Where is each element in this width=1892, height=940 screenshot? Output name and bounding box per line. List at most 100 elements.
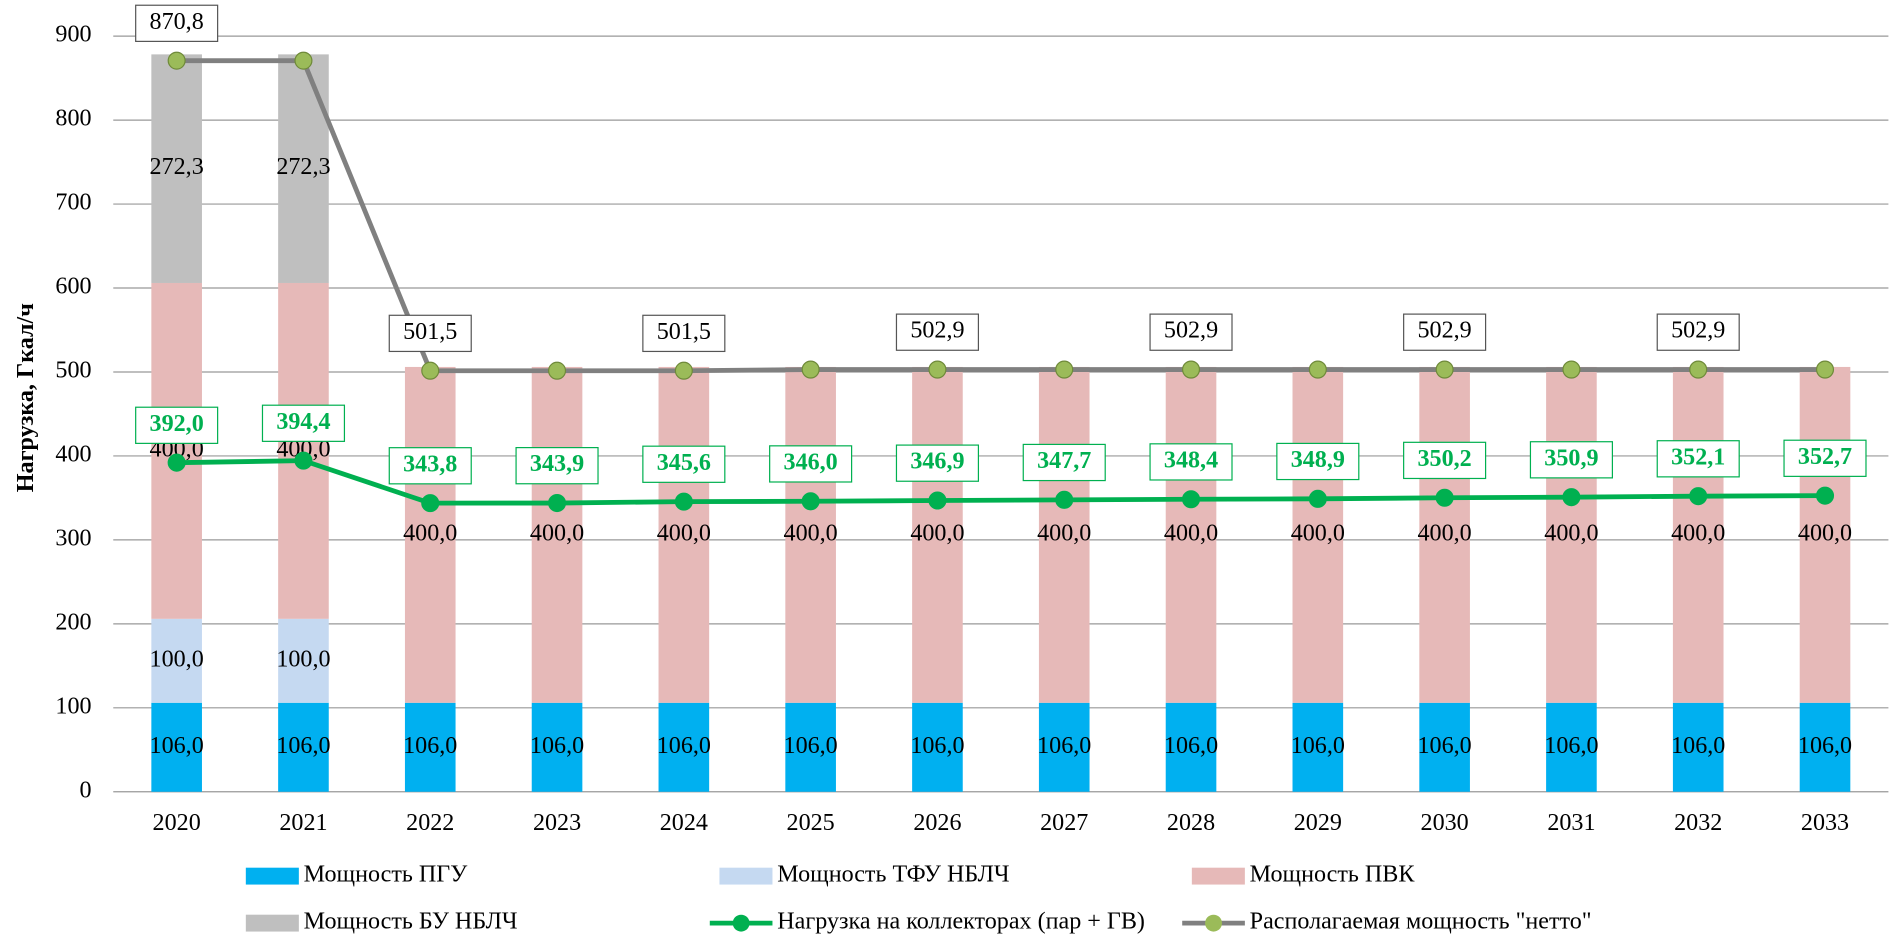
legend-swatch: [1191, 867, 1245, 885]
legend-label: Располагаемая мощность "нетто": [1250, 909, 1592, 935]
line-marker: [1308, 360, 1327, 379]
data-label-box: [1403, 441, 1487, 480]
data-label-box: [515, 447, 599, 485]
data-label: 272,3: [150, 154, 204, 180]
data-label-box: [642, 445, 726, 483]
bar-segment: [658, 366, 710, 703]
bar-segment: [1546, 366, 1597, 703]
legend-swatch: [245, 867, 299, 885]
y-tick-label: 700: [55, 190, 91, 216]
data-label-box: [1403, 313, 1487, 351]
y-tick-label: 400: [55, 441, 91, 467]
data-label-box: [135, 406, 219, 444]
legend-swatch: [245, 914, 299, 932]
line-marker: [1562, 360, 1581, 379]
line: [176, 58, 1826, 374]
data-label-box: [642, 314, 726, 353]
data-label: 348,9: [1291, 447, 1345, 473]
x-tick-label: 2021: [279, 810, 327, 836]
data-label-box: [1783, 439, 1867, 477]
bar-segment: [1038, 702, 1090, 792]
data-label: 400,0: [530, 520, 584, 546]
data-label: 106,0: [1164, 733, 1218, 759]
line-marker: [801, 360, 820, 379]
data-label: 502,9: [1671, 318, 1725, 344]
data-label: 347,7: [1037, 448, 1091, 474]
data-label: 106,0: [910, 733, 964, 759]
data-label: 106,0: [1418, 733, 1472, 759]
legend-label: Нагрузка на коллекторах (пар + ГВ): [777, 909, 1145, 935]
legend-label: Мощность ПВК: [1250, 862, 1416, 888]
y-tick-label: 0: [80, 777, 92, 803]
bar-segment: [278, 54, 329, 283]
y-tick-label: 800: [55, 106, 91, 132]
line-marker: [674, 492, 693, 511]
data-label: 106,0: [530, 733, 584, 759]
y-tick-label: 200: [55, 609, 91, 635]
data-label: 502,9: [910, 318, 964, 344]
legend-marker: [732, 914, 750, 932]
y-tick-label: 600: [55, 274, 91, 300]
x-tick-label: 2029: [1294, 810, 1342, 836]
bar-segment: [151, 54, 202, 283]
data-label-box: [388, 314, 472, 353]
data-label: 106,0: [1544, 733, 1598, 759]
line-marker: [928, 491, 947, 510]
legend-label: Мощность ПГУ: [304, 862, 469, 888]
data-label: 400,0: [657, 520, 711, 546]
bar-segment: [912, 702, 963, 792]
x-tick-label: 2020: [153, 810, 201, 836]
y-tick-label: 100: [55, 693, 91, 719]
x-tick-label: 2025: [787, 810, 835, 836]
bar-segment: [1292, 702, 1344, 792]
line: [176, 458, 1826, 506]
bar-segment: [785, 702, 836, 792]
data-label-box: [1149, 313, 1233, 351]
line-marker: [421, 361, 440, 380]
data-label-box: [1656, 440, 1740, 478]
data-label: 352,1: [1671, 444, 1725, 470]
x-tick-label: 2030: [1421, 810, 1469, 836]
bar-segment: [531, 702, 583, 792]
data-label: 348,4: [1164, 447, 1218, 473]
bar-segment: [1292, 366, 1344, 703]
data-label: 400,0: [1037, 520, 1091, 546]
data-label-box: [388, 447, 472, 485]
line-marker: [1689, 360, 1708, 379]
y-tick-label: 300: [55, 525, 91, 551]
data-label-box: [1149, 443, 1233, 481]
line-marker: [294, 51, 313, 70]
x-tick-label: 2032: [1674, 810, 1722, 836]
data-label: 502,9: [1164, 318, 1218, 344]
data-label: 392,0: [150, 411, 204, 437]
y-tick-label: 900: [55, 22, 91, 48]
data-label: 106,0: [1798, 733, 1852, 759]
data-label: 106,0: [403, 733, 457, 759]
data-label: 272,3: [276, 154, 330, 180]
line-marker: [1055, 360, 1074, 379]
bar-segment: [1672, 366, 1724, 703]
legend-swatch: [719, 867, 773, 885]
bar-segment: [404, 702, 456, 792]
bar-segment: [1672, 702, 1724, 792]
bar-segment: [785, 366, 836, 703]
data-label: 400,0: [784, 520, 838, 546]
x-tick-label: 2028: [1167, 810, 1215, 836]
x-tick-label: 2022: [406, 810, 454, 836]
data-label: 352,7: [1798, 444, 1852, 470]
line-marker: [1689, 487, 1708, 506]
line-marker: [801, 492, 820, 511]
x-tick-label: 2033: [1801, 810, 1849, 836]
data-label: 400,0: [1418, 520, 1472, 546]
line-marker: [1181, 360, 1201, 379]
line-marker: [1181, 490, 1201, 509]
data-label: 400,0: [1291, 520, 1345, 546]
line-marker: [1435, 360, 1454, 379]
legend-label: Мощность ТФУ НБЛЧ: [777, 862, 1009, 888]
data-label: 343,9: [530, 451, 584, 477]
data-label-box: [1529, 441, 1613, 479]
data-label: 501,5: [403, 319, 457, 345]
legend-label: Мощность БУ НБЛЧ: [304, 909, 518, 935]
line-marker: [167, 51, 186, 70]
